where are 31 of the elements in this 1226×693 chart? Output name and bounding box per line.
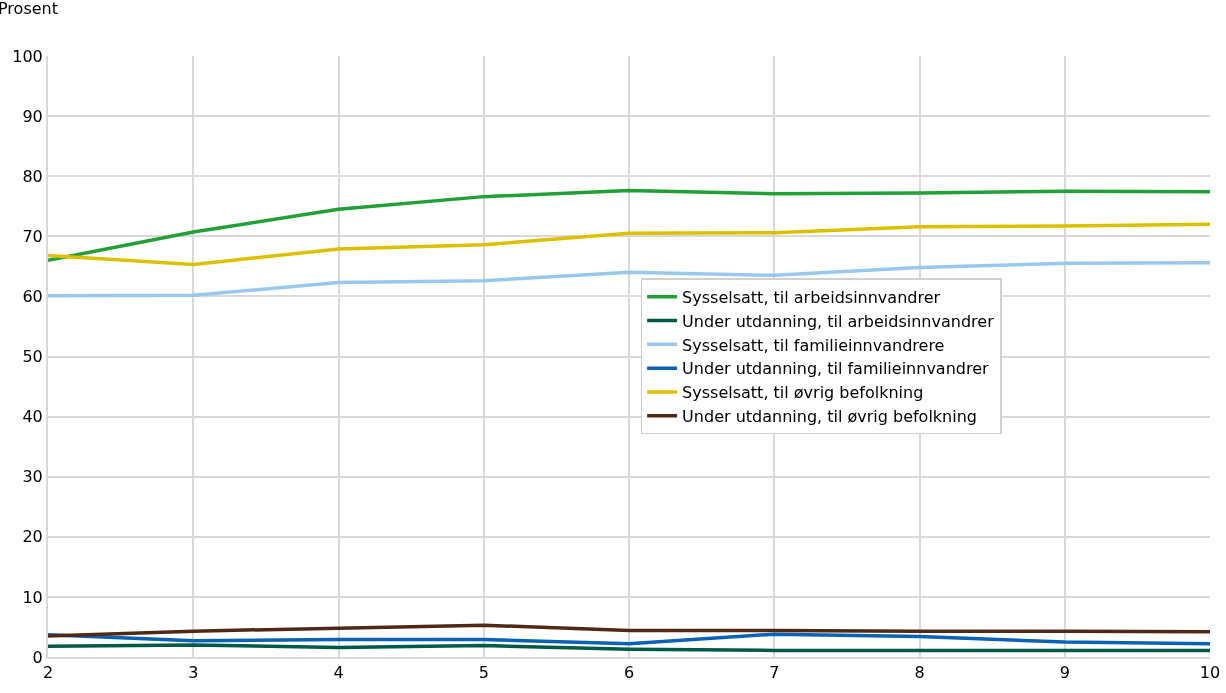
y-tick-label: 0 — [32, 647, 43, 667]
y-axis-title: Prosent — [0, 0, 58, 18]
y-tick-label: 60 — [22, 287, 43, 306]
line-series — [48, 632, 1210, 646]
x-tick-label: 3 — [188, 663, 199, 683]
legend-label: Sysselsatt, til øvrig befolkning — [682, 383, 924, 403]
y-tick-label: 50 — [22, 347, 43, 367]
x-tick-label: 4 — [333, 663, 344, 683]
x-tick-label: 7 — [769, 663, 780, 683]
y-tick-label: 30 — [22, 467, 43, 487]
x-tick-label: 9 — [1059, 663, 1070, 683]
line-series — [48, 188, 1210, 263]
y-tick-label: 40 — [22, 407, 43, 427]
legend-label: Sysselsatt, til arbeidsinnvandrer — [682, 288, 941, 308]
x-tick-label: 8 — [914, 663, 925, 683]
y-tick-label: 20 — [22, 527, 43, 547]
x-tick-label: 5 — [478, 663, 489, 683]
legend-label: Sysselsatt, til familieinnvandrere — [682, 335, 945, 355]
y-tick-label: 100 — [12, 46, 43, 66]
legend-label: Under utdanning, til øvrig befolkning — [682, 407, 977, 427]
legend-label: Under utdanning, til arbeidsinnvandrer — [682, 311, 995, 331]
y-tick-label: 10 — [22, 587, 43, 607]
x-tick-label: 2 — [42, 663, 54, 683]
line-series — [48, 222, 1210, 267]
y-tick-label: 80 — [22, 166, 43, 186]
x-tick-label: 6 — [623, 663, 635, 683]
y-tick-label: 70 — [22, 226, 43, 246]
legend-label: Under utdanning, til familieinnvandrer — [682, 359, 990, 379]
y-tick-label: 90 — [22, 106, 43, 126]
x-tick-label: 10 — [1199, 663, 1221, 683]
line-series — [48, 623, 1210, 638]
